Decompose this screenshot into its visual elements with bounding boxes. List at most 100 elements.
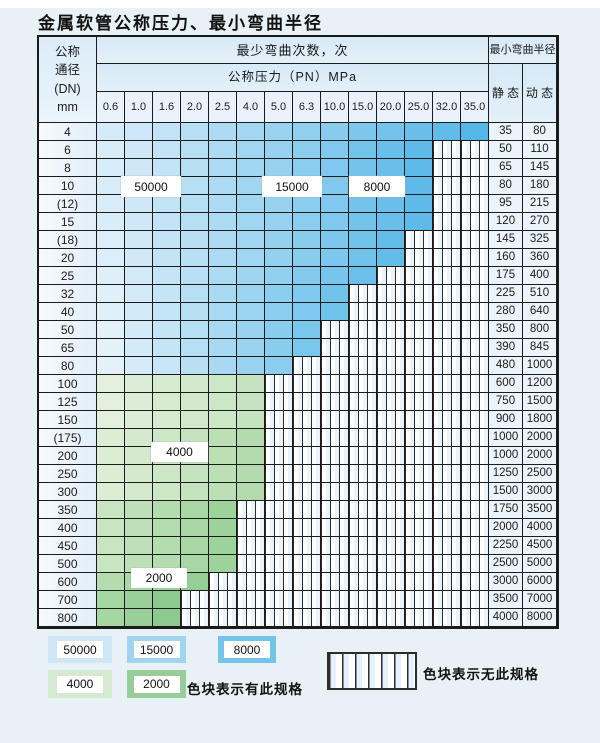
spec-unavailable-cell xyxy=(293,393,321,411)
static-radius-cell: 80 xyxy=(489,177,523,195)
spec-unavailable-cell xyxy=(461,483,489,501)
spec-unavailable-cell xyxy=(405,231,433,249)
spec-available-cell xyxy=(321,123,349,141)
spec-unavailable-cell xyxy=(349,537,377,555)
spec-available-cell xyxy=(209,339,237,357)
spec-unavailable-cell xyxy=(293,429,321,447)
spec-unavailable-cell xyxy=(237,555,265,573)
spec-available-cell xyxy=(209,375,237,393)
dynamic-radius-cell: 215 xyxy=(523,195,557,213)
spec-available-cell xyxy=(125,429,153,447)
spec-available-cell xyxy=(125,465,153,483)
spec-available-cell xyxy=(349,213,377,231)
spec-available-cell xyxy=(125,249,153,267)
spec-available-cell xyxy=(181,321,209,339)
spec-unavailable-cell xyxy=(405,321,433,339)
spec-unavailable-cell xyxy=(321,555,349,573)
spec-unavailable-cell xyxy=(461,213,489,231)
spec-unavailable-cell xyxy=(349,321,377,339)
dn-cell: (175) xyxy=(39,429,97,447)
spec-available-cell xyxy=(97,393,125,411)
static-radius-cell: 1750 xyxy=(489,501,523,519)
spec-available-cell xyxy=(97,141,125,159)
spec-unavailable-cell xyxy=(377,465,405,483)
static-radius-cell: 280 xyxy=(489,303,523,321)
spec-unavailable-cell xyxy=(293,447,321,465)
spec-available-cell xyxy=(181,357,209,375)
spec-available-cell xyxy=(209,555,237,573)
dynamic-radius-cell: 1200 xyxy=(523,375,557,393)
spec-available-cell xyxy=(321,195,349,213)
spec-available-cell xyxy=(237,411,265,429)
dn-cell: 6 xyxy=(39,141,97,159)
spec-unavailable-cell xyxy=(349,411,377,429)
spec-unavailable-cell xyxy=(433,591,461,609)
spec-available-cell xyxy=(209,483,237,501)
spec-unavailable-cell xyxy=(461,465,489,483)
spec-unavailable-cell xyxy=(181,609,209,627)
spec-unavailable-cell xyxy=(265,591,293,609)
spec-available-cell xyxy=(181,393,209,411)
spec-unavailable-cell xyxy=(461,303,489,321)
spec-available-cell xyxy=(209,303,237,321)
spec-available-cell xyxy=(377,231,405,249)
spec-available-cell xyxy=(125,537,153,555)
spec-available-cell xyxy=(97,159,125,177)
pressure-column-label: 32.0 xyxy=(433,92,461,123)
dynamic-radius-cell: 845 xyxy=(523,339,557,357)
spec-unavailable-cell xyxy=(461,555,489,573)
spec-available-cell xyxy=(97,555,125,573)
spec-available-cell xyxy=(97,519,125,537)
spec-available-cell xyxy=(181,339,209,357)
spec-available-cell xyxy=(321,267,349,285)
static-radius-cell: 1000 xyxy=(489,429,523,447)
spec-available-cell xyxy=(237,339,265,357)
spec-unavailable-cell xyxy=(377,429,405,447)
spec-unavailable-cell xyxy=(293,501,321,519)
spec-available-cell xyxy=(153,537,181,555)
spec-unavailable-cell xyxy=(349,357,377,375)
legend-swatch: 4000 xyxy=(48,670,112,698)
spec-available-cell xyxy=(209,501,237,519)
spec-available-cell xyxy=(97,213,125,231)
spec-unavailable-cell xyxy=(377,267,405,285)
page-title: 金属软管公称压力、最小弯曲半径 xyxy=(38,14,323,34)
spec-available-cell xyxy=(237,159,265,177)
spec-available-cell xyxy=(293,231,321,249)
spec-unavailable-cell xyxy=(433,339,461,357)
dn-cell: 400 xyxy=(39,519,97,537)
dynamic-radius-cell: 110 xyxy=(523,141,557,159)
spec-available-cell xyxy=(405,213,433,231)
spec-available-cell xyxy=(181,285,209,303)
spec-available-cell xyxy=(349,141,377,159)
legend-no-spec-swatch xyxy=(327,652,417,690)
spec-unavailable-cell xyxy=(265,393,293,411)
spec-available-cell xyxy=(265,357,293,375)
spec-unavailable-cell xyxy=(433,357,461,375)
spec-unavailable-cell xyxy=(405,303,433,321)
dynamic-radius-cell: 4500 xyxy=(523,537,557,555)
spec-unavailable-cell xyxy=(433,285,461,303)
spec-unavailable-cell xyxy=(405,573,433,591)
spec-available-cell xyxy=(377,159,405,177)
spec-table-wrapper: 公称 通径 (DN) mm 最少弯曲次数，次 最小弯曲半径 公称压力（PN）MP… xyxy=(37,35,559,629)
spec-unavailable-cell xyxy=(377,519,405,537)
spec-unavailable-cell xyxy=(433,537,461,555)
dynamic-radius-cell: 3500 xyxy=(523,501,557,519)
spec-available-cell xyxy=(125,609,153,627)
pressure-column-label: 0.6 xyxy=(97,92,125,123)
spec-unavailable-cell xyxy=(461,159,489,177)
spec-available-cell xyxy=(293,123,321,141)
spec-available-cell xyxy=(461,123,489,141)
static-radius-cell: 2000 xyxy=(489,519,523,537)
spec-available-cell xyxy=(265,285,293,303)
static-radius-cell: 750 xyxy=(489,393,523,411)
spec-available-cell xyxy=(181,177,209,195)
spec-unavailable-cell xyxy=(321,501,349,519)
spec-unavailable-cell xyxy=(293,357,321,375)
spec-available-cell xyxy=(125,339,153,357)
dn-cell: 250 xyxy=(39,465,97,483)
dn-cell: 65 xyxy=(39,339,97,357)
spec-available-cell xyxy=(153,303,181,321)
pressure-column-label: 1.6 xyxy=(153,92,181,123)
